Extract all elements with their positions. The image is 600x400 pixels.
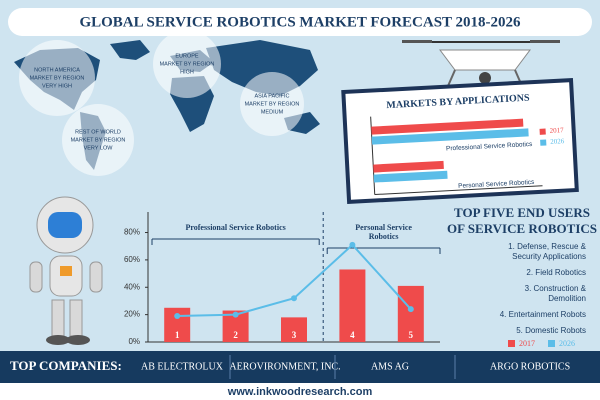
x-tick-label: 2: [233, 330, 238, 340]
company-name: ARGO ROBOTICS: [490, 361, 570, 372]
title-band: [8, 8, 592, 36]
page-title: GLOBAL SERVICE ROBOTICS MARKET FORECAST …: [79, 14, 521, 30]
legend-label: 2017: [549, 126, 564, 135]
bar: [373, 160, 444, 173]
bar: [371, 118, 524, 135]
annotation: Personal Service: [355, 223, 412, 232]
end-user-item: 2. Field Robotics: [526, 268, 586, 277]
x-tick-label: 1: [175, 330, 180, 340]
annotation: Robotics: [369, 232, 399, 241]
axis-line: [374, 185, 543, 196]
map-label: ASIA PACIFIC: [254, 93, 289, 99]
annotation: Professional Service Robotics: [185, 223, 285, 232]
point: [349, 241, 356, 248]
point: [232, 311, 239, 318]
point: [174, 313, 181, 319]
bar: [339, 269, 366, 342]
panel-frame: [341, 78, 579, 204]
footer-band: [0, 383, 600, 400]
end-user-item: Security Applications: [512, 252, 586, 261]
end-user-item: 3. Construction &: [525, 284, 587, 293]
legend-label: 2026: [559, 339, 575, 348]
end-user-item: 1. Defense, Rescue &: [508, 242, 586, 251]
legend-swatch: [508, 340, 515, 347]
map-label: MARKET BY REGION: [30, 75, 85, 81]
map-label: MARKET BY REGION: [245, 101, 300, 107]
end-user-item: 4. Entertainment Robots: [500, 310, 586, 319]
point: [407, 306, 414, 313]
map-label: REST OF WORLD: [75, 129, 121, 135]
x-tick-label: 4: [350, 330, 355, 340]
map-label: MEDIUM: [261, 109, 284, 115]
map-label: VERY HIGH: [42, 83, 72, 89]
bar: [281, 317, 307, 342]
legend-label: 2017: [519, 339, 535, 348]
legend-label: 2026: [550, 137, 565, 146]
point: [291, 295, 297, 302]
legend-swatch: [540, 139, 547, 146]
bar: [371, 128, 529, 145]
bar: [373, 170, 448, 183]
map-label: MARKET BY REGION: [160, 61, 215, 67]
legend-swatch: [548, 340, 555, 347]
map-label: EUROPE: [175, 53, 199, 59]
end-user-item: Demolition: [548, 294, 586, 303]
category-label: Professional Service Robotics: [446, 141, 533, 153]
y-tick-label: 20%: [124, 310, 140, 319]
x-tick-label: 5: [409, 330, 414, 340]
drone-illustration: [402, 40, 560, 87]
region-bubbles: [19, 30, 304, 176]
y-tick-label: 80%: [124, 228, 140, 237]
y-tick-label: 60%: [124, 255, 140, 264]
legend-swatch: [539, 128, 546, 135]
companies-band: [0, 351, 600, 383]
map-label: NORTH AMERICA: [34, 67, 80, 73]
y-tick-label: 0%: [128, 337, 140, 346]
robot-illustration: [29, 196, 103, 345]
footer-url: www.inkwoodresearch.com: [227, 386, 373, 398]
x-tick-label: 3: [292, 330, 297, 340]
section-title: OF SERVICE ROBOTICS: [447, 221, 597, 236]
end-user-item: 5. Domestic Robots: [516, 326, 586, 335]
section-title: TOP FIVE END USERS: [454, 205, 590, 220]
company-name: AMS AG: [371, 361, 409, 372]
company-name: AEROVIRONMENT, INC.: [229, 361, 340, 372]
companies-label: TOP COMPANIES:: [10, 358, 122, 373]
y-tick-label: 40%: [124, 282, 140, 291]
map-label: MARKET BY REGION: [71, 137, 126, 143]
bar: [397, 285, 424, 342]
map-label: HIGH: [180, 69, 194, 75]
map-labels: NORTH AMERICA MARKET BY REGION VERY HIGH EU…: [30, 53, 300, 151]
category-label: Personal Service Robotics: [458, 179, 535, 190]
map-label: VERY LOW: [84, 145, 114, 151]
company-name: AB ELECTROLUX: [141, 361, 224, 372]
